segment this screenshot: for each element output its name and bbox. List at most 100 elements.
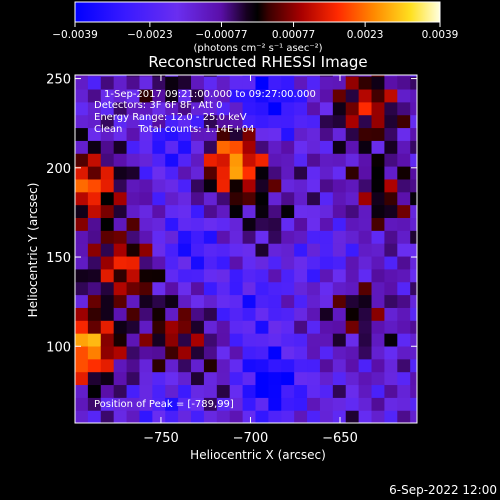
heatmap-cell [75,255,89,270]
heatmap-cell [191,178,205,193]
heatmap-cell [371,358,386,373]
heatmap-cell [152,217,166,231]
heatmap-cell [345,75,360,77]
heatmap-cell [152,333,166,347]
heatmap-cell [397,140,411,154]
heatmap-cell [203,127,218,141]
heatmap-cell [319,384,334,398]
heatmap-cell [268,307,282,321]
heatmap-cell [281,166,295,180]
heatmap-cell [242,114,257,129]
heatmap-cell [384,166,398,180]
heatmap-cell [152,320,166,334]
heatmap-cell [126,88,141,103]
heatmap-cell [165,75,179,77]
heatmap-cell [113,268,128,283]
heatmap-cell [268,76,282,90]
heatmap-cell [345,88,360,103]
heatmap-cell [87,76,102,90]
heatmap-cell [216,384,231,398]
colorbar-gradient [74,1,441,23]
heatmap-cell [345,204,360,219]
heatmap-cell [410,166,417,180]
heatmap-cell [371,281,386,296]
heatmap-cell [384,88,398,103]
heatmap-cell [371,384,386,398]
heatmap-cell [203,371,218,386]
heatmap-cell [345,178,360,193]
heatmap-cell [397,410,411,423]
heatmap-cell [87,140,102,154]
heatmap-cell [268,243,282,257]
heatmap-cell [358,178,373,193]
heatmap-cell [410,397,417,411]
heatmap-cell [294,88,308,103]
heatmap-cell [255,191,269,206]
heatmap-cell [410,230,417,244]
heatmap-cell [229,358,244,373]
heatmap-cell [178,410,192,423]
heatmap-cell [191,166,205,180]
heatmap-cell [397,294,411,308]
heatmap-cell [113,384,128,398]
x-axis-label: Heliocentric X (arcsec) [190,448,326,462]
heatmap-cell [152,281,166,296]
heatmap-cell [410,88,417,103]
heatmap-cell [397,75,411,77]
heatmap-cell [268,358,282,373]
heatmap-cell [268,294,282,308]
heatmap-cell [229,76,244,90]
heatmap-cell [229,166,244,180]
heatmap-cell [152,384,166,398]
heatmap-cell [165,255,179,270]
heatmap-cell [397,243,411,257]
heatmap-cell [319,268,334,283]
heatmap-cell [345,410,360,423]
heatmap-cell [75,101,89,116]
heatmap-cell [75,140,89,154]
heatmap-cell [410,75,417,77]
heatmap-cell [152,114,166,129]
heatmap-cell [152,153,166,167]
heatmap-cell [294,281,308,296]
heatmap-cell [178,268,192,283]
heatmap-cell [75,114,89,129]
heatmap-cell [384,217,398,231]
heatmap-cell [191,230,205,244]
heatmap-cell [191,294,205,308]
heatmap-cell [191,191,205,206]
heatmap-cell [410,345,417,360]
heatmap-cell [229,410,244,423]
heatmap-cell [332,358,347,373]
heatmap-cell [178,101,192,116]
heatmap-cell [397,345,411,360]
colorbar-tick-label: −0.00077 [195,29,247,41]
heatmap-cell [281,140,295,154]
heatmap-cell [358,101,373,116]
heatmap-cell [152,255,166,270]
heatmap-cell [410,178,417,193]
heatmap-cell [319,333,334,347]
heatmap-cell [319,397,334,411]
heatmap-cell [332,255,347,270]
heatmap-cell [152,294,166,308]
heatmap-cell [152,345,166,360]
heatmap-cell [255,88,269,103]
heatmap-cell [165,397,179,411]
colorbar-tick-label: −0.0039 [52,29,98,41]
heatmap-cell [319,76,334,90]
heatmap-cell [216,88,231,103]
heatmap-cell [191,371,205,386]
heatmap-cell [75,230,89,244]
heatmap-cell [165,307,179,321]
heatmap-cell [397,281,411,296]
heatmap-cell [397,153,411,167]
heatmap-cell [332,281,347,296]
heatmap-cell [268,127,282,141]
heatmap-cell [152,191,166,206]
heatmap-cell [332,397,347,411]
heatmap-cell [410,76,417,90]
heatmap-cell [203,358,218,373]
heatmap-cell [242,384,257,398]
heatmap-cell [191,333,205,347]
